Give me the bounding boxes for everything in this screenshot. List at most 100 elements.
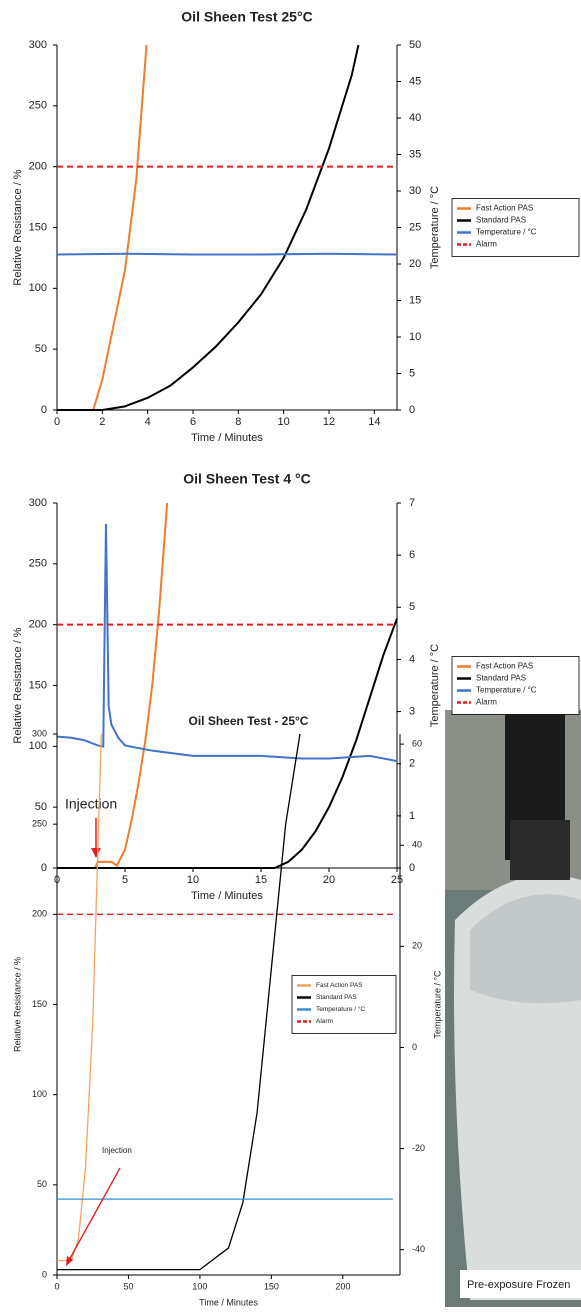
x-tick-label: 8 [235, 416, 241, 428]
y2-tick-label: 0 [409, 404, 415, 416]
y2-tick-label: 20 [409, 258, 421, 270]
y-tick-label: 50 [37, 1179, 47, 1189]
legend-label: Alarm [476, 698, 497, 707]
y2-tick-label: 60 [412, 738, 422, 748]
y-tick-label: 100 [29, 740, 47, 752]
annotation: Injection [102, 1146, 132, 1155]
y2-tick-label: 1 [409, 810, 415, 822]
x-tick-label: 0 [54, 416, 60, 428]
y-tick-label: 250 [29, 100, 47, 112]
legend-label: Fast Action PAS [316, 982, 363, 989]
legend-box [451, 198, 580, 257]
chart-title: Oil Sheen Test 25°C [181, 9, 312, 25]
y-tick-label: 150 [29, 679, 47, 691]
y2-tick-label: -40 [412, 1244, 425, 1254]
y2-tick-label: 3 [409, 705, 415, 717]
y2-tick-label: 10 [409, 331, 421, 343]
legend-label: Temperature / °C [476, 228, 537, 237]
y-tick-label: 150 [29, 221, 47, 233]
photo-probe [510, 820, 570, 880]
data-line [57, 733, 301, 1271]
x-tick-label: 0 [54, 1281, 59, 1291]
legend-box [451, 656, 580, 715]
y2-tick-label: -20 [412, 1143, 425, 1153]
y2-tick-label: 5 [409, 367, 415, 379]
x-axis-label: Time / Minutes [191, 432, 263, 444]
legend-label: Alarm [316, 1018, 333, 1025]
y2-tick-label: 4 [409, 653, 415, 665]
y-tick-label: 300 [29, 497, 47, 509]
legend-label: Alarm [476, 240, 497, 249]
data-line [56, 252, 398, 256]
y-tick-label: 200 [32, 909, 47, 919]
y2-tick-label: 20 [412, 941, 422, 951]
data-line [57, 502, 169, 869]
chart-title: Oil Sheen Test 4 °C [183, 471, 310, 487]
data-line [57, 44, 148, 411]
y2-tick-label: 25 [409, 221, 421, 233]
y-tick-label: 50 [35, 343, 47, 355]
x-axis-label: Time / Minutes [199, 1297, 258, 1307]
x-tick-label: 100 [192, 1281, 207, 1291]
y2-tick-label: 50 [409, 39, 421, 51]
data-line [57, 733, 102, 1262]
y-tick-label: 200 [29, 161, 47, 173]
y-tick-label: 0 [41, 862, 47, 874]
x-tick-label: 20 [323, 874, 335, 886]
annotation-arrowhead [91, 848, 101, 858]
y2-axis-label: Temperature / °C [429, 644, 441, 727]
data-line [57, 44, 360, 411]
annotation-arrow [67, 1167, 121, 1263]
y-tick-label: 250 [29, 558, 47, 570]
y-axis-label: Relative Resistance / % [12, 957, 22, 1052]
x-tick-label: 15 [255, 874, 267, 886]
photo-caption-box [460, 1270, 581, 1298]
x-tick-label: 25 [391, 874, 403, 886]
x-tick-label: 200 [335, 1281, 350, 1291]
y-tick-label: 0 [41, 404, 47, 416]
y-tick-label: 200 [29, 619, 47, 631]
y2-tick-label: 6 [409, 549, 415, 561]
x-tick-label: 50 [123, 1281, 133, 1291]
y2-tick-label: 15 [409, 294, 421, 306]
y2-tick-label: 45 [409, 75, 421, 87]
legend-label: Standard PAS [476, 216, 526, 225]
y2-axis-label: Temperature / °C [432, 970, 442, 1039]
y-tick-label: 150 [32, 999, 47, 1009]
y2-tick-label: 7 [409, 497, 415, 509]
legend-label: Fast Action PAS [476, 662, 533, 671]
y2-tick-label: 5 [409, 601, 415, 613]
annotation: Injection [65, 796, 117, 812]
x-tick-label: 4 [145, 416, 151, 428]
x-tick-label: 2 [99, 416, 105, 428]
y2-tick-label: 35 [409, 148, 421, 160]
y2-tick-label: 40 [409, 112, 421, 124]
x-tick-label: 6 [190, 416, 196, 428]
legend-label: Fast Action PAS [476, 204, 533, 213]
y2-tick-label: 30 [409, 185, 421, 197]
chart-title: Oil Sheen Test - 25°C [189, 714, 309, 728]
x-tick-label: 10 [278, 416, 290, 428]
y2-tick-label: 0 [412, 1042, 417, 1052]
legend-label: Temperature / °C [316, 1005, 366, 1013]
y-axis-label: Relative Resistance / % [12, 627, 24, 743]
photo: Pre-exposure Frozen [445, 710, 581, 1307]
y2-tick-label: 0 [409, 862, 415, 874]
x-tick-label: 5 [122, 874, 128, 886]
y2-axis-label: Temperature / °C [429, 186, 441, 269]
x-tick-label: 14 [368, 416, 380, 428]
y-tick-label: 250 [32, 819, 47, 829]
y2-tick-label: 2 [409, 758, 415, 770]
data-line [56, 523, 398, 763]
y-tick-label: 300 [32, 728, 47, 738]
photo-ice [470, 894, 581, 1004]
annotation-arrowhead [66, 1256, 73, 1266]
photo-caption: Pre-exposure Frozen [467, 1279, 570, 1291]
legend-label: Standard PAS [316, 994, 357, 1001]
x-tick-label: 150 [264, 1281, 279, 1291]
y-tick-label: 0 [42, 1269, 47, 1279]
x-tick-label: 10 [187, 874, 199, 886]
y-tick-label: 300 [29, 39, 47, 51]
